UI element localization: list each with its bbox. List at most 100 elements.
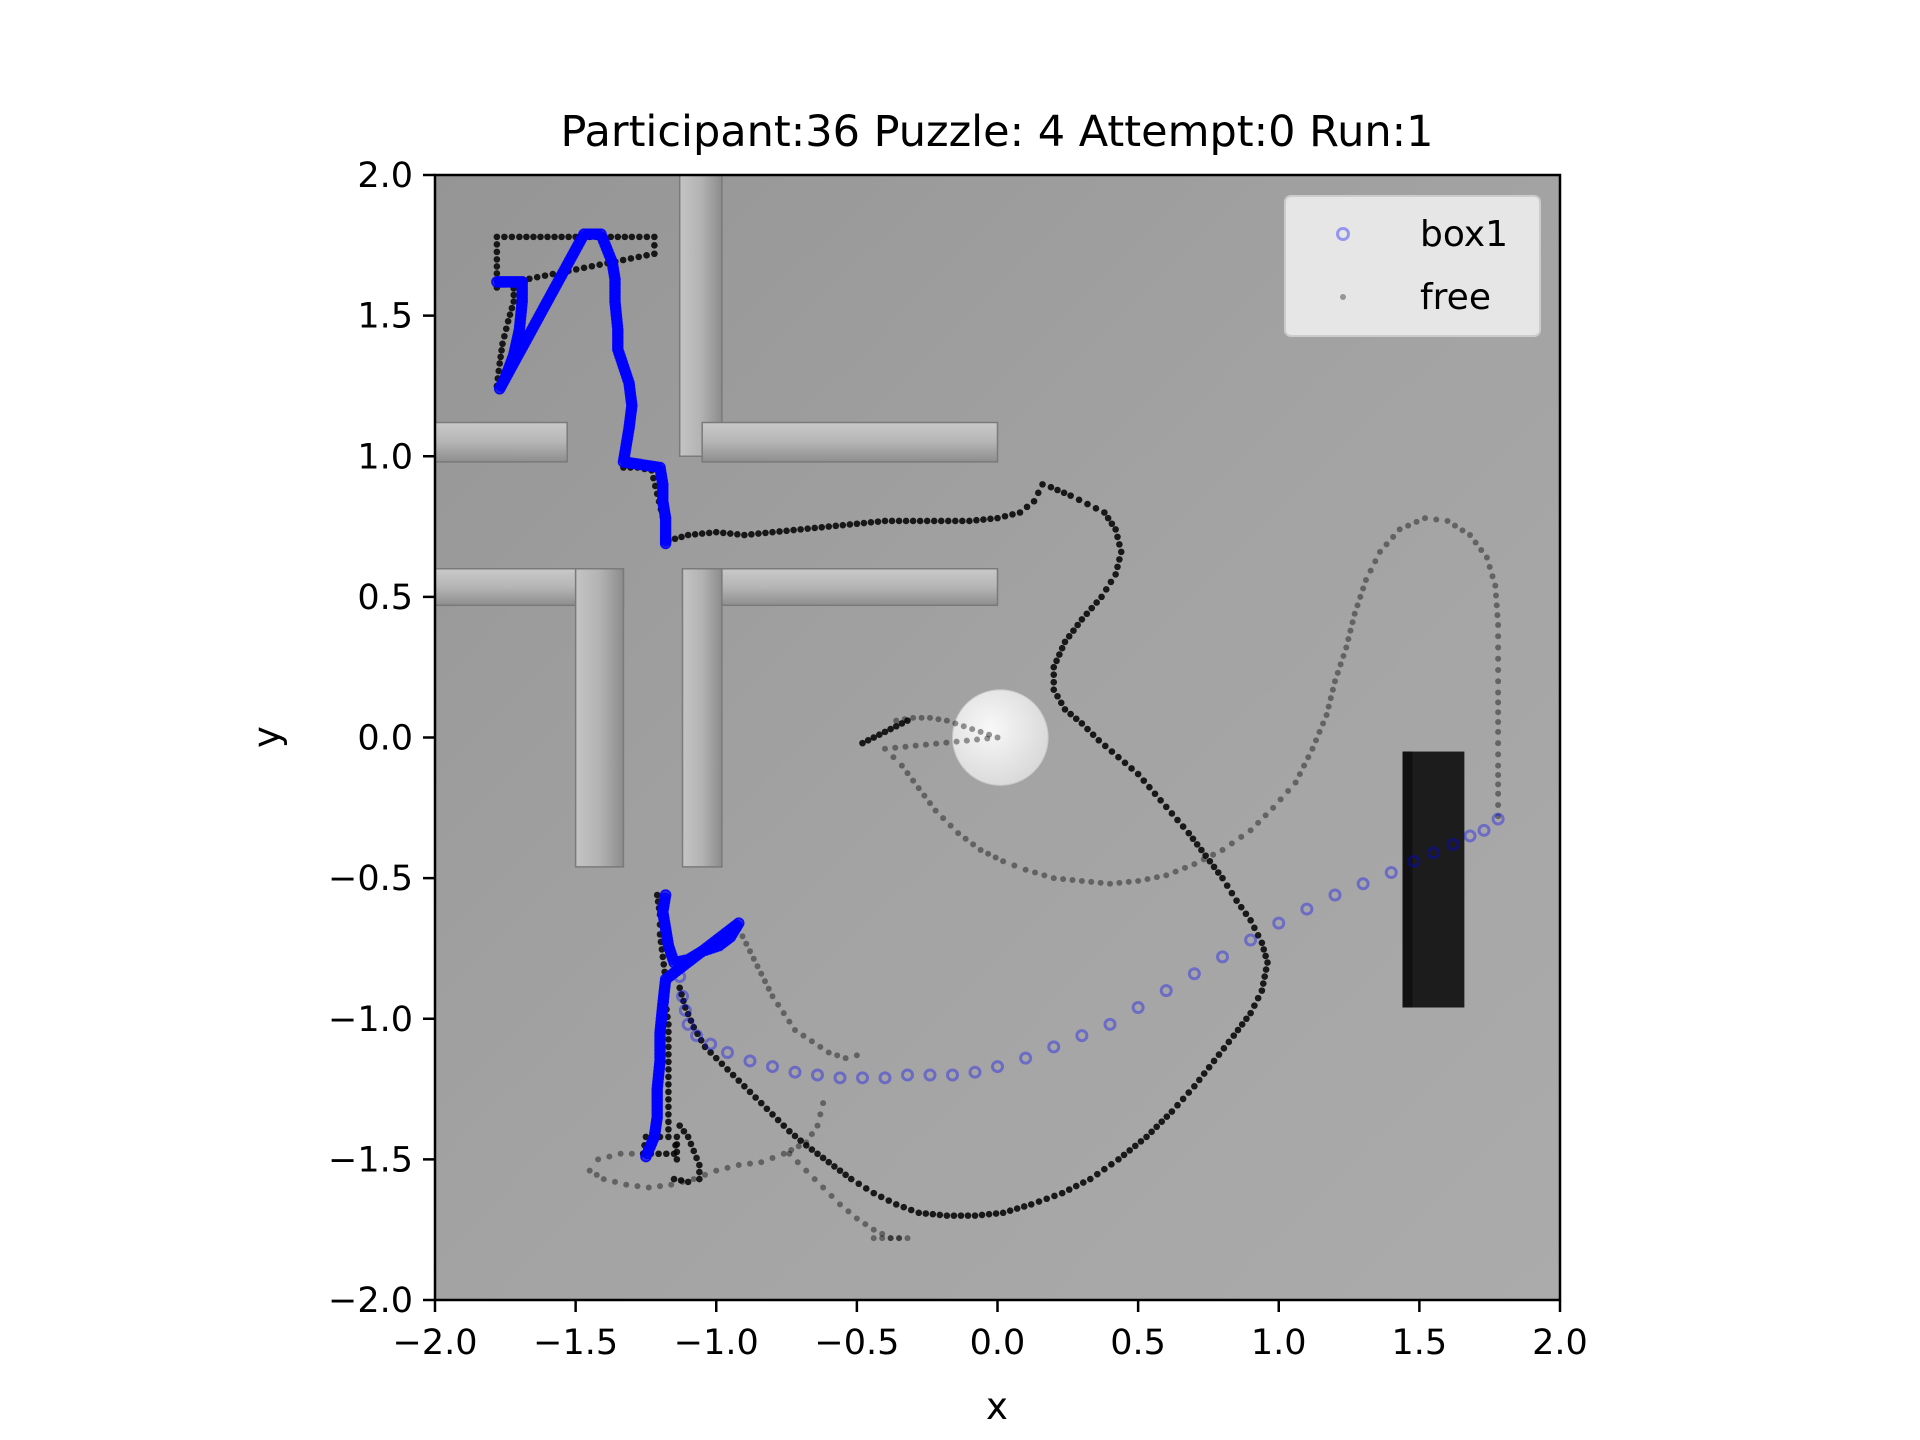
free-point xyxy=(1095,737,1103,744)
free-point xyxy=(1115,753,1122,761)
free-point xyxy=(1237,903,1245,911)
free-point xyxy=(596,261,603,268)
free-point xyxy=(1114,563,1121,571)
y-tick-label: −1.5 xyxy=(328,1140,413,1180)
box1-point xyxy=(811,1068,824,1082)
free-point xyxy=(1264,959,1271,966)
free-point xyxy=(1258,939,1266,947)
free-point xyxy=(1009,511,1016,518)
free-point xyxy=(1116,541,1123,548)
free-point xyxy=(1483,554,1490,561)
free-point xyxy=(1495,644,1502,651)
free-point xyxy=(1345,636,1352,643)
free-point xyxy=(915,785,922,792)
free-point xyxy=(792,1027,798,1033)
free-point xyxy=(678,991,685,998)
free-point xyxy=(1493,602,1500,609)
legend: box1 free xyxy=(1284,195,1541,337)
free-point xyxy=(837,1201,843,1208)
free-point xyxy=(690,1176,697,1183)
free-point xyxy=(651,233,658,241)
free-point xyxy=(853,1052,860,1059)
free-point xyxy=(1285,787,1292,794)
free-point xyxy=(1351,610,1358,617)
free-point xyxy=(687,1017,695,1024)
free-point xyxy=(881,517,889,525)
free-point xyxy=(1053,657,1060,665)
free-point xyxy=(910,777,917,784)
free-point xyxy=(696,1161,703,1169)
free-point xyxy=(1494,612,1501,619)
free-point xyxy=(775,1001,782,1008)
free-point xyxy=(595,1156,602,1163)
free-point xyxy=(836,1167,844,1174)
free-point xyxy=(665,1028,672,1036)
free-point xyxy=(690,1147,698,1155)
free-point xyxy=(1495,740,1502,747)
free-point xyxy=(986,731,993,738)
free-point xyxy=(1390,533,1397,540)
free-point xyxy=(842,1171,849,1179)
box1-point xyxy=(704,1037,718,1051)
free-point xyxy=(1360,585,1367,592)
free-point xyxy=(922,1210,930,1217)
horizontal-wall-upper-left xyxy=(435,421,568,463)
free-point xyxy=(842,1055,849,1062)
free-point xyxy=(1486,563,1493,570)
free-point xyxy=(786,1018,793,1025)
free-point xyxy=(643,233,651,241)
free-point xyxy=(619,256,627,264)
free-point xyxy=(1083,610,1091,618)
free-point xyxy=(1121,759,1129,767)
box1-point xyxy=(1131,1001,1145,1014)
free-point xyxy=(643,252,650,259)
free-point xyxy=(1094,1170,1101,1178)
free-point xyxy=(909,517,917,525)
free-point xyxy=(1301,762,1308,769)
free-point xyxy=(870,1226,877,1233)
free-point xyxy=(677,1177,685,1184)
free-point xyxy=(493,256,501,263)
vertical-wall-top xyxy=(678,175,723,457)
box1-point xyxy=(878,1071,892,1085)
free-point xyxy=(1174,816,1181,824)
free-point xyxy=(673,1141,681,1148)
free-point xyxy=(1112,526,1119,533)
free-point xyxy=(831,1163,838,1170)
free-point xyxy=(898,762,905,769)
vertical-wall-lower-left xyxy=(574,568,625,868)
free-point xyxy=(617,1150,624,1157)
x-tick-label: 2.0 xyxy=(1532,1323,1588,1363)
free-point xyxy=(921,792,928,799)
free-point xyxy=(690,1023,698,1031)
free-point xyxy=(1334,669,1341,676)
free-point xyxy=(735,1162,742,1168)
free-point xyxy=(1362,577,1369,583)
box1-point xyxy=(1356,877,1370,891)
free-point xyxy=(943,717,950,724)
free-point xyxy=(1495,751,1502,758)
free-point xyxy=(1323,712,1330,718)
free-point xyxy=(918,714,925,721)
box1-point xyxy=(1328,888,1342,902)
free-point xyxy=(1405,522,1412,529)
free-point xyxy=(912,742,919,749)
free-point xyxy=(696,1175,703,1183)
box1-point xyxy=(1407,854,1421,868)
box1-point xyxy=(1477,823,1491,837)
free-point xyxy=(814,1122,821,1129)
free-point xyxy=(724,1164,731,1171)
free-point xyxy=(1148,1128,1155,1136)
free-point xyxy=(776,528,783,535)
free-point xyxy=(1043,1195,1051,1203)
y-tick-label: −2.0 xyxy=(328,1281,413,1321)
free-point xyxy=(1396,526,1403,533)
y-tick-label: 0.0 xyxy=(357,719,413,759)
free-point xyxy=(1107,880,1113,887)
free-point xyxy=(832,522,840,530)
free-point xyxy=(729,1071,737,1079)
free-point xyxy=(978,1211,986,1219)
free-point xyxy=(1179,1095,1187,1103)
box1-point xyxy=(1272,916,1286,930)
free-point xyxy=(1270,804,1277,811)
